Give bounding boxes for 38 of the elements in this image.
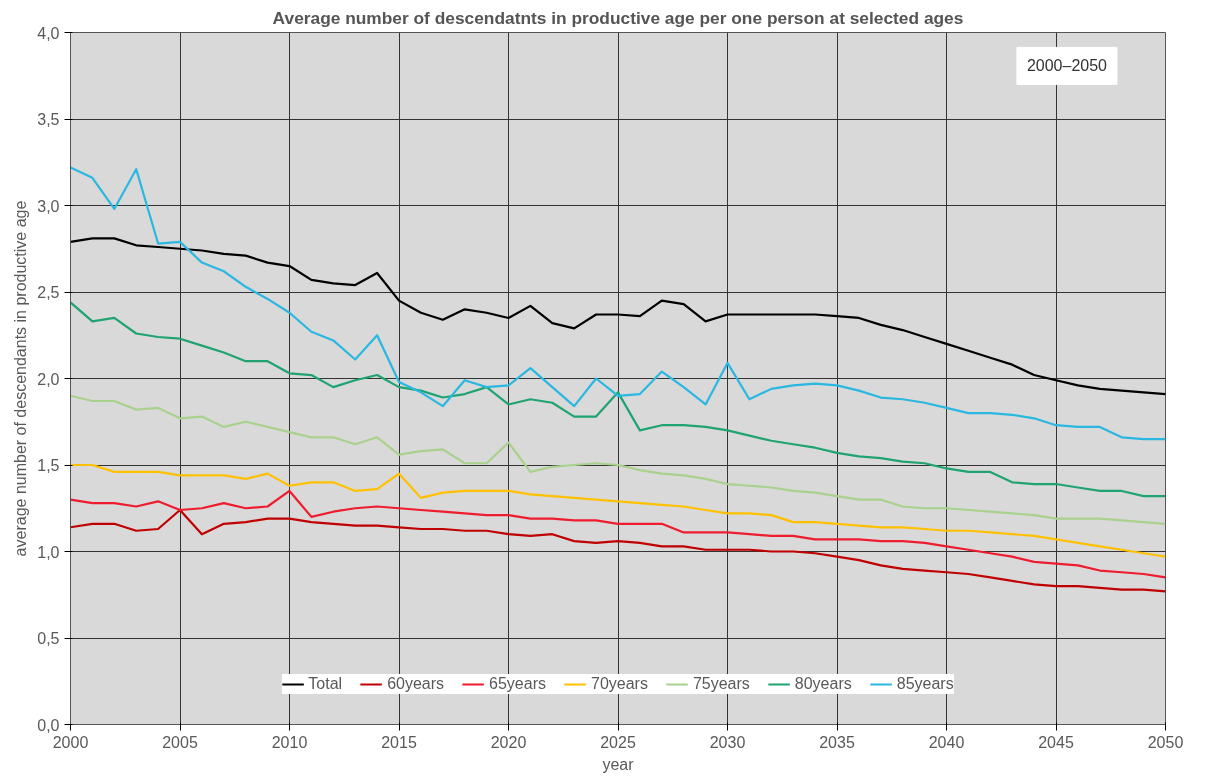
y-tick-label: 2,0 bbox=[37, 370, 60, 388]
line-series bbox=[70, 489, 1166, 579]
x-tick-label: 2000 bbox=[52, 733, 89, 751]
legend-label: 80years bbox=[794, 675, 852, 693]
legend-label: 60years bbox=[387, 675, 445, 693]
x-tick-label: 2025 bbox=[600, 733, 636, 751]
chart-title: Average number of descendatnts in productive age per one person at selected ages bbox=[272, 7, 964, 28]
line-series bbox=[70, 301, 1166, 498]
line-series bbox=[70, 394, 1166, 525]
y-tick-label: 4,0 bbox=[37, 24, 60, 42]
legend-label: 70years bbox=[590, 675, 648, 693]
legend-label: 85years bbox=[896, 675, 954, 693]
x-axis-title: year bbox=[602, 755, 635, 773]
x-tick-label: 2010 bbox=[271, 733, 308, 751]
line-series bbox=[70, 508, 1166, 593]
line-series bbox=[70, 166, 1166, 441]
y-tick-label: 3,5 bbox=[37, 111, 60, 128]
x-tick-label: 2040 bbox=[928, 733, 965, 751]
x-tick-label: 2050 bbox=[1147, 733, 1184, 751]
y-tick-label: 2,5 bbox=[37, 284, 60, 301]
legend-label: 75years bbox=[692, 675, 750, 693]
x-tick-label: 2005 bbox=[162, 733, 198, 751]
legend-label: 65years bbox=[489, 675, 546, 693]
y-tick-label: 0,0 bbox=[37, 716, 60, 734]
x-tick-label: 2030 bbox=[709, 733, 746, 751]
y-tick-label: 1,5 bbox=[37, 457, 60, 474]
annotation: 2000–2050 bbox=[1026, 57, 1108, 75]
x-tick-label: 2045 bbox=[1038, 733, 1074, 751]
x-tick-label: 2035 bbox=[819, 733, 855, 751]
y-axis-title: average number of descendants in productive age bbox=[12, 200, 30, 557]
line-series bbox=[70, 463, 1166, 558]
y-tick-label: 0,5 bbox=[37, 630, 60, 647]
x-tick-label: 2020 bbox=[490, 733, 527, 751]
y-tick-label: 3,0 bbox=[37, 197, 60, 215]
legend-label: Total bbox=[308, 675, 343, 693]
line-series bbox=[70, 237, 1166, 396]
y-tick-label: 1,0 bbox=[37, 543, 60, 561]
x-tick-label: 2015 bbox=[381, 733, 417, 751]
